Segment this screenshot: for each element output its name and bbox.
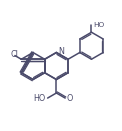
- Text: Cl: Cl: [11, 50, 19, 59]
- Text: HO: HO: [93, 22, 104, 28]
- Text: N: N: [58, 48, 64, 56]
- Text: HO: HO: [33, 94, 45, 103]
- Text: O: O: [67, 94, 73, 103]
